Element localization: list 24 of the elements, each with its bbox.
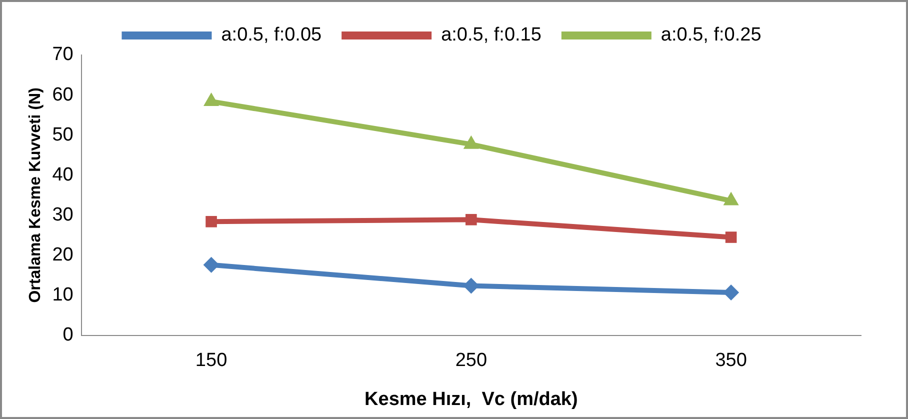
x-axis-title: Kesme Hızı, Vc (m/dak) xyxy=(364,388,578,410)
point xyxy=(206,216,217,228)
legend-label: a:0.5, f:0.05 xyxy=(221,24,322,46)
point xyxy=(725,232,737,243)
y-tick-label: 20 xyxy=(52,244,74,266)
x-tick-label: 350 xyxy=(715,350,747,372)
point xyxy=(203,256,220,273)
y-tick-label: 0 xyxy=(62,324,74,346)
point xyxy=(723,284,740,301)
y-tick-label: 30 xyxy=(52,204,74,226)
y-axis-title: Ortalama Kesme Kuvveti (N) xyxy=(27,88,44,303)
point xyxy=(203,92,220,106)
y-tick-label: 60 xyxy=(52,84,74,106)
legend-label: a:0.5, f:0.15 xyxy=(441,24,542,46)
y-tick-label: 50 xyxy=(52,124,74,146)
y-tick-label: 10 xyxy=(52,284,74,306)
y-tick-label: 40 xyxy=(52,164,74,186)
legend-label: a:0.5, f:0.25 xyxy=(660,24,762,46)
x-tick-label: 250 xyxy=(455,350,488,372)
point xyxy=(466,214,477,226)
y-tick-label: 70 xyxy=(52,44,74,66)
x-tick-label: 150 xyxy=(195,350,228,372)
point xyxy=(723,192,739,206)
point xyxy=(463,135,479,149)
